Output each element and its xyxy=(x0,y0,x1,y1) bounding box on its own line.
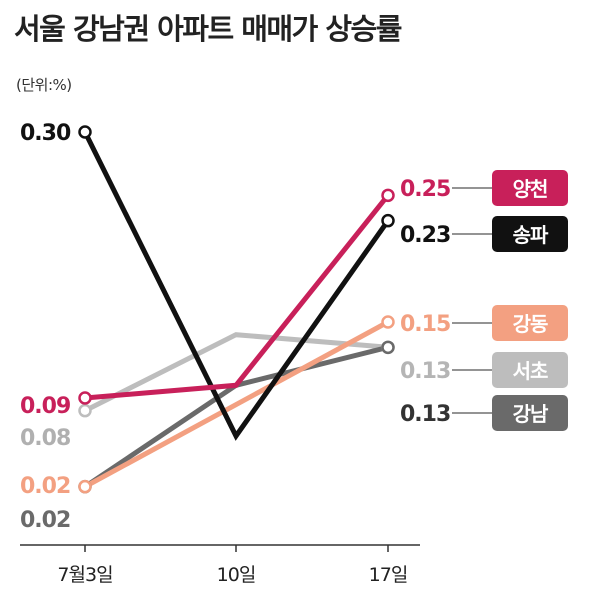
point-강남-2 xyxy=(381,340,395,355)
point-강동-2 xyxy=(381,315,395,329)
legend-box-서초 xyxy=(492,352,568,388)
legend-label-강동: 강동 xyxy=(513,312,548,336)
legend-label-서초: 서초 xyxy=(513,359,548,383)
series-line-강남 xyxy=(83,344,389,489)
series-line-강동 xyxy=(83,319,390,489)
point-양천-0 xyxy=(78,391,92,405)
start-label-양천: 0.09 xyxy=(20,394,70,419)
start-label-서초: 0.08 xyxy=(20,426,70,451)
legend-box-강남 xyxy=(492,395,568,431)
point-서초-0 xyxy=(78,403,92,418)
end-label-강남: 0.13 xyxy=(400,402,450,427)
unit-label: (단위:%) xyxy=(16,76,72,94)
legend-label-송파: 송파 xyxy=(513,223,549,247)
legend-label-양천: 양천 xyxy=(513,177,548,201)
end-label-송파: 0.23 xyxy=(400,223,450,248)
x-tick-label: 17일 xyxy=(369,564,408,586)
start-label-강동: 0.02 xyxy=(20,474,70,499)
end-label-서초: 0.13 xyxy=(400,359,450,384)
start-label-강남: 0.02 xyxy=(20,508,70,533)
start-label-송파: 0.30 xyxy=(20,121,71,146)
series-line-송파 xyxy=(82,130,391,441)
series-line-양천 xyxy=(84,193,390,401)
legend-box-송파 xyxy=(492,216,568,252)
end-label-양천: 0.25 xyxy=(400,177,450,202)
series-line-서초 xyxy=(83,332,389,413)
legend-label-강남: 강남 xyxy=(513,402,549,426)
legend-box-강동 xyxy=(492,305,568,341)
point-송파-2 xyxy=(381,213,395,228)
point-강동-0 xyxy=(78,479,92,494)
chart-title: 서울 강남권 아파트 매매가 상승률 xyxy=(14,12,402,46)
point-송파-0 xyxy=(78,125,92,139)
end-label-강동: 0.15 xyxy=(400,312,450,337)
point-양천-2 xyxy=(381,188,395,203)
legend-box-양천 xyxy=(492,170,568,206)
x-tick-label: 7월3일 xyxy=(57,564,112,586)
x-tick-label: 10일 xyxy=(217,564,256,586)
